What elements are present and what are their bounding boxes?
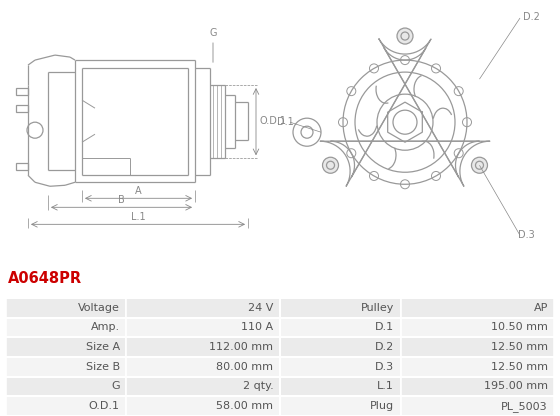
FancyBboxPatch shape: [127, 317, 280, 337]
Text: G: G: [111, 381, 120, 391]
FancyBboxPatch shape: [280, 337, 401, 357]
Text: D.3: D.3: [375, 362, 394, 372]
Text: Amp.: Amp.: [91, 322, 120, 332]
FancyBboxPatch shape: [401, 298, 554, 317]
Text: Pulley: Pulley: [361, 303, 394, 313]
FancyBboxPatch shape: [6, 317, 127, 337]
FancyBboxPatch shape: [280, 376, 401, 396]
FancyBboxPatch shape: [6, 337, 127, 357]
Text: AP: AP: [534, 303, 548, 313]
Text: 10.50 mm: 10.50 mm: [491, 322, 548, 332]
Circle shape: [472, 157, 487, 173]
Text: A: A: [135, 186, 141, 196]
Text: Voltage: Voltage: [78, 303, 120, 313]
FancyBboxPatch shape: [127, 357, 280, 376]
Text: D.2: D.2: [375, 342, 394, 352]
Text: Size B: Size B: [86, 362, 120, 372]
Bar: [16, 105, 28, 112]
Text: D.2: D.2: [523, 12, 540, 22]
Text: 12.50 mm: 12.50 mm: [491, 362, 548, 372]
FancyBboxPatch shape: [401, 376, 554, 396]
FancyBboxPatch shape: [6, 376, 127, 396]
FancyBboxPatch shape: [401, 337, 554, 357]
FancyBboxPatch shape: [280, 298, 401, 317]
Text: Plug: Plug: [370, 401, 394, 411]
Text: D.3: D.3: [518, 230, 535, 240]
FancyBboxPatch shape: [401, 317, 554, 337]
Text: B: B: [118, 195, 124, 206]
FancyBboxPatch shape: [127, 396, 280, 416]
FancyBboxPatch shape: [280, 396, 401, 416]
Text: 24 V: 24 V: [248, 303, 273, 313]
Circle shape: [323, 157, 339, 173]
FancyBboxPatch shape: [6, 357, 127, 376]
Circle shape: [397, 28, 413, 44]
Text: 80.00 mm: 80.00 mm: [216, 362, 273, 372]
FancyBboxPatch shape: [127, 337, 280, 357]
FancyBboxPatch shape: [401, 357, 554, 376]
FancyBboxPatch shape: [280, 317, 401, 337]
Text: 12.50 mm: 12.50 mm: [491, 342, 548, 352]
Text: O.D.1: O.D.1: [259, 116, 286, 126]
Text: 58.00 mm: 58.00 mm: [216, 401, 273, 411]
Bar: [16, 163, 28, 170]
Text: 195.00 mm: 195.00 mm: [484, 381, 548, 391]
FancyBboxPatch shape: [127, 376, 280, 396]
FancyBboxPatch shape: [280, 357, 401, 376]
Text: 2 qty.: 2 qty.: [242, 381, 273, 391]
Text: 112.00 mm: 112.00 mm: [209, 342, 273, 352]
Text: 110 A: 110 A: [241, 322, 273, 332]
Text: Size A: Size A: [86, 342, 120, 352]
Text: G: G: [209, 28, 217, 38]
FancyBboxPatch shape: [6, 396, 127, 416]
Text: L.1: L.1: [377, 381, 394, 391]
Text: A0648PR: A0648PR: [8, 271, 82, 286]
Text: O.D.1: O.D.1: [88, 401, 120, 411]
Text: L.1: L.1: [130, 212, 145, 222]
Bar: [16, 88, 28, 95]
Text: D.1: D.1: [375, 322, 394, 332]
Text: PL_5003: PL_5003: [501, 401, 548, 411]
FancyBboxPatch shape: [127, 298, 280, 317]
FancyBboxPatch shape: [6, 298, 127, 317]
Text: D.1: D.1: [277, 117, 294, 127]
FancyBboxPatch shape: [401, 396, 554, 416]
